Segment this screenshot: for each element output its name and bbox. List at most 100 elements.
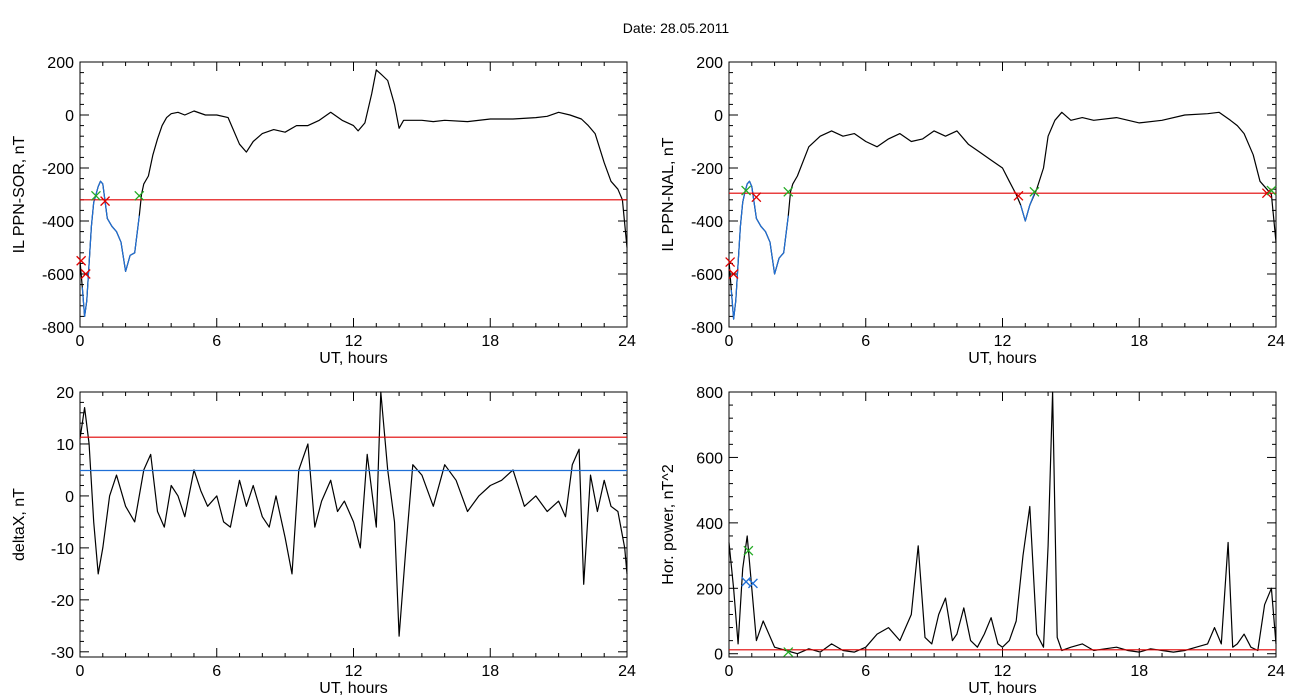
marker-stroke [134,190,145,201]
y-tick-label: -30 [51,645,74,662]
marker-red [80,269,91,279]
marker-stroke [747,578,758,589]
x-tick-label: 6 [861,333,870,350]
x-tick-label: 6 [212,663,221,680]
y-tick-label: -200 [691,161,723,178]
marker-green [1029,186,1040,197]
marker-blue [747,578,758,589]
x-tick-label: 18 [481,663,499,680]
x-tick-label: 0 [76,663,85,680]
y-tick-label: -600 [691,267,723,284]
y-tick-label: 400 [696,516,723,533]
marker-red [725,257,736,268]
plot-frame [728,61,1277,328]
figure-title: Date: 28.05.2011 [623,20,730,36]
y-tick-label: -400 [691,214,723,231]
marker-green [741,185,752,196]
x-tick-label: 12 [345,663,363,680]
marker-stroke [783,647,794,658]
marker-red [1013,190,1024,201]
x-tick-label: 6 [212,333,221,350]
x-axis-label: UT, hours [319,680,387,697]
y-tick-label: -800 [42,320,74,337]
y-tick-label: 800 [696,385,723,402]
marker-stroke [1266,185,1277,196]
x-axis-label: UT, hours [319,350,387,367]
x-tick-label: 12 [994,663,1012,680]
x-tick-label: 0 [725,663,734,680]
marker-stroke [1261,188,1272,199]
panel-hor-power: 0 6 12 18 24 0 200 400 600 800 UT, hours Hor. power… [660,385,1285,697]
plot-frame [79,391,628,658]
marker-blue [741,576,752,587]
x-tick-label: 18 [1130,663,1148,680]
series-line-black [79,391,628,637]
marker-stroke [90,190,101,201]
x-tick-label: 24 [1267,663,1285,680]
marker-red [728,269,739,279]
panel-deltax: 0 6 12 18 24 -30 -20 -10 0 10 20 UT, hours deltaX, n… [11,385,636,697]
marker-stroke [1013,190,1024,201]
y-axis-label: Hor. power, nT^2 [660,464,677,585]
marker-stroke [76,255,87,266]
y-axis-label: IL PPN-SOR, nT [11,135,28,253]
series-line-blue [81,180,140,317]
y-tick-label: -400 [42,214,74,231]
marker-green [743,545,754,556]
x-tick-label: 18 [481,333,499,350]
marker-stroke [725,257,736,268]
y-tick-label: 0 [714,108,723,125]
marker-stroke [741,185,752,196]
x-tick-label: 12 [345,333,363,350]
x-tick-label: 24 [618,663,636,680]
y-tick-label: 200 [696,55,723,72]
marker-stroke [783,186,794,197]
series-line-blue [1020,192,1035,222]
x-tick-label: 24 [1267,333,1285,350]
y-tick-label: 200 [47,55,74,72]
marker-green [90,190,101,201]
marker-green [134,190,145,201]
marker-red [1261,188,1272,199]
marker-green [1266,185,1277,196]
x-tick-label: 0 [725,333,734,350]
y-tick-label: -200 [42,161,74,178]
y-tick-label: 600 [696,450,723,467]
x-tick-label: 24 [618,333,636,350]
y-tick-label: 10 [56,437,74,454]
y-axis-label: IL PPN-NAL, nT [660,137,677,251]
plot-frame [728,391,1277,658]
y-tick-label: 0 [714,647,723,664]
marker-stroke [751,192,762,203]
x-tick-label: 12 [994,333,1012,350]
y-tick-label: 0 [65,489,74,506]
marker-stroke [743,545,754,556]
series-line-black [728,111,1277,320]
series-line-blue [730,180,789,320]
x-axis-label: UT, hours [968,350,1036,367]
series-line-black [728,391,1277,655]
y-tick-label: -10 [51,541,74,558]
marker-red [76,255,87,266]
marker-stroke [728,269,739,279]
marker-stroke [100,196,111,207]
y-axis-label: deltaX, nT [11,488,28,561]
marker-green [783,186,794,197]
y-tick-label: -600 [42,267,74,284]
x-axis-label: UT, hours [968,680,1036,697]
y-tick-label: 200 [696,581,723,598]
y-tick-label: 20 [56,385,74,402]
y-tick-label: -800 [691,320,723,337]
marker-stroke [80,269,91,279]
panel-il-ppn-nal: 0 6 12 18 24 -800 -600 -400 -200 0 200 UT, hours IL … [660,55,1285,367]
x-tick-label: 18 [1130,333,1148,350]
marker-stroke [1029,186,1040,197]
series-line-black [79,69,628,317]
marker-red [100,196,111,207]
panel-il-ppn-sor: 0 6 12 18 24 -800 -600 -400 -200 0 200 UT, hours IL … [11,55,636,367]
x-tick-label: 6 [861,663,870,680]
y-tick-label: -20 [51,593,74,610]
y-tick-label: 0 [65,108,74,125]
marker-green [783,647,794,658]
